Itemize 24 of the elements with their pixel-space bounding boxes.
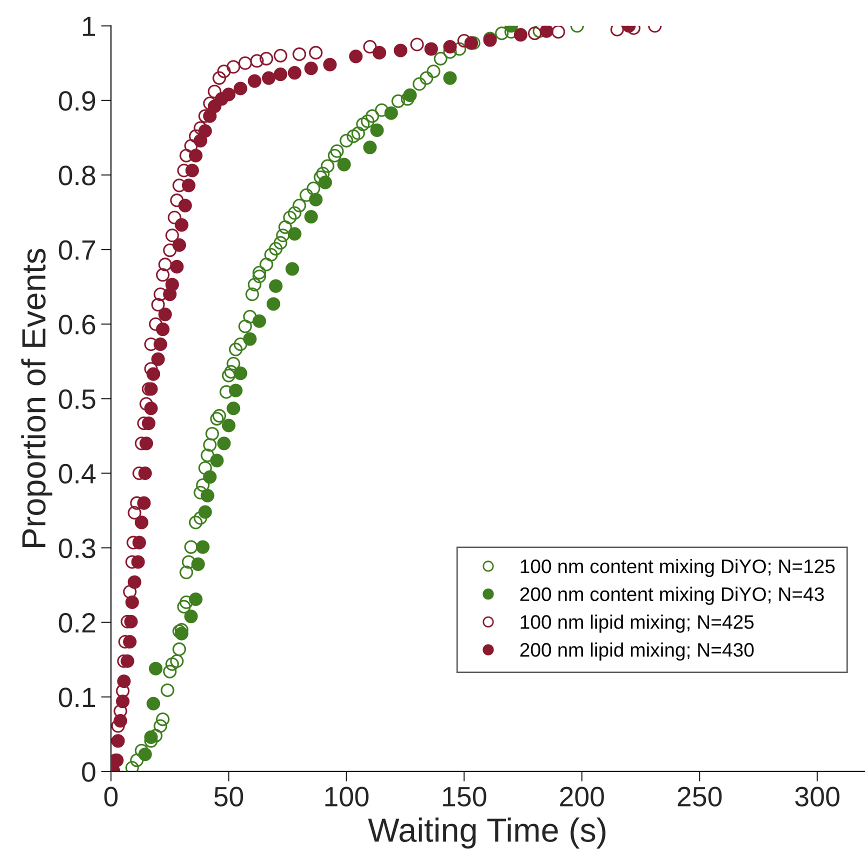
legend-label: 200 nm lipid mixing; N=430: [520, 642, 754, 661]
x-tick-label: 250: [678, 786, 722, 806]
y-tick-label: 0.8: [58, 166, 96, 186]
y-tick-label: 0.6: [58, 314, 96, 334]
y-tick-label: 0: [82, 762, 96, 782]
y-tick-label: 0.4: [58, 464, 96, 484]
x-tick-label: 100: [325, 786, 369, 806]
y-tick-label: 0.9: [58, 91, 96, 111]
y-axis-title: Proportion of Events: [21, 248, 52, 547]
legend-label: 200 nm content mixing DiYO; N=43: [520, 586, 824, 605]
y-tick-label: 0.7: [58, 240, 95, 260]
y-tick-label: 0.3: [58, 538, 96, 558]
x-tick-label: 0: [104, 786, 118, 806]
x-axis-title: Waiting Time (s): [368, 818, 606, 849]
y-tick-label: 1: [83, 16, 96, 36]
y-tick-label: 0.1: [58, 688, 96, 708]
legend-label: 100 nm content mixing DiYO; N=125: [520, 558, 835, 578]
x-tick-label: 150: [443, 786, 486, 806]
y-tick-label: 0.2: [58, 613, 95, 633]
x-tick-label: 300: [795, 786, 840, 806]
legend-label: 100 nm lipid mixing; N=425: [520, 614, 754, 633]
x-tick-label: 200: [560, 786, 604, 806]
y-tick-label: 0.5: [58, 389, 96, 410]
x-tick-label: 50: [214, 786, 244, 806]
